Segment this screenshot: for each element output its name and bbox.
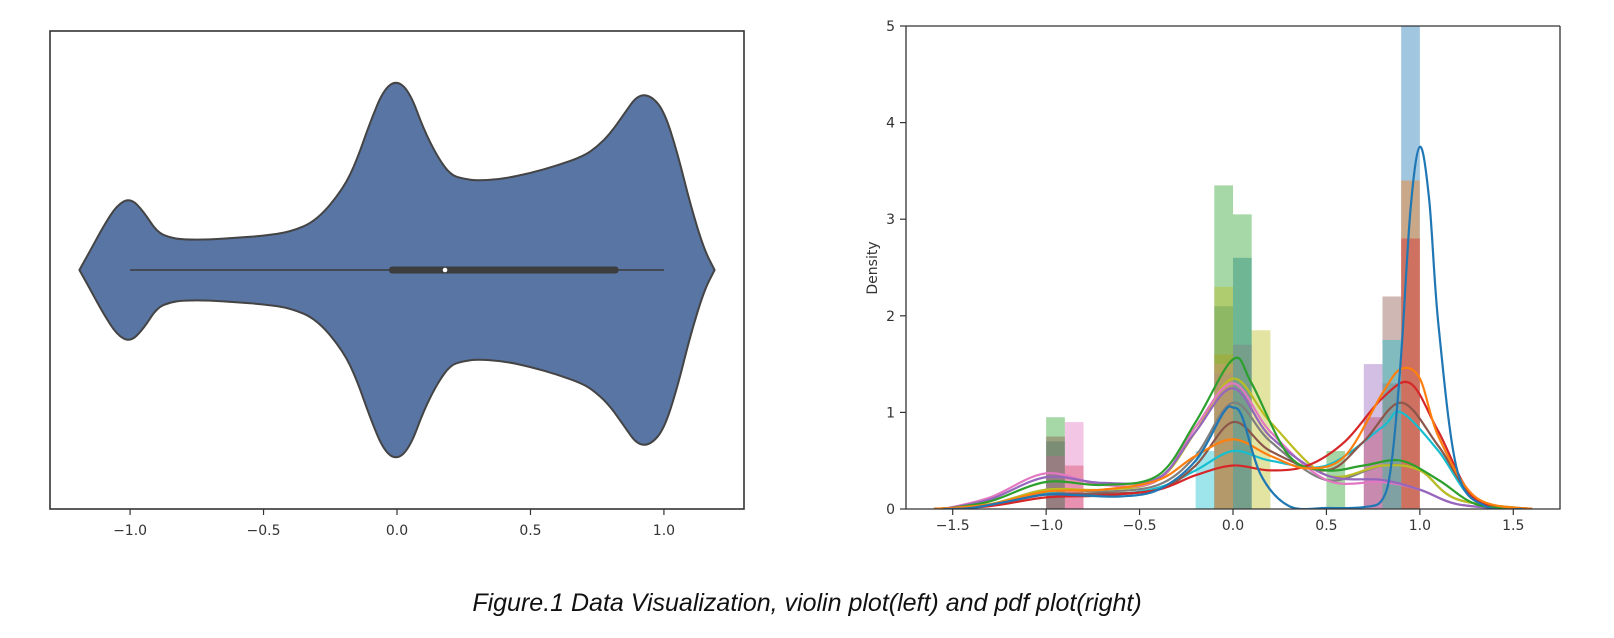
violin-plot: −1.0 −0.5 0.0 0.5 1.0	[49, 30, 745, 539]
density-histograms	[1046, 26, 1420, 509]
histogram-bar	[1214, 364, 1233, 509]
density-y-axis: 0 1 2 3 4 5	[886, 19, 906, 518]
histogram-bar	[1382, 339, 1402, 509]
density-x-tick-label: −1.0	[1029, 518, 1063, 534]
violin-iqr-box	[388, 266, 619, 274]
figure-caption: Figure.1 Data Visualization, violin plot…	[472, 589, 1142, 617]
violin-x-tick-label: 1.0	[653, 523, 675, 539]
density-x-axis: −1.5 −1.0 −0.5 0.0 0.5 1.0 1.5	[936, 509, 1524, 534]
density-x-tick-label: 0.5	[1315, 518, 1337, 534]
histogram-bar	[1046, 417, 1065, 509]
density-y-tick-label: 3	[886, 212, 895, 228]
violin-body	[78, 81, 716, 459]
violin-x-tick-label: 0.0	[386, 523, 408, 539]
density-kde-curves	[933, 145, 1533, 509]
density-x-tick-label: 1.5	[1502, 518, 1524, 534]
density-x-tick-label: 0.0	[1222, 518, 1244, 534]
density-x-tick-label: 1.0	[1409, 518, 1431, 534]
violin-x-tick-label: 0.5	[519, 523, 541, 539]
density-y-tick-label: 4	[886, 116, 895, 132]
kde-curve	[943, 387, 1514, 509]
kde-curve	[933, 366, 1533, 509]
violin-median-dot	[442, 267, 448, 273]
violin-x-tick-label: −0.5	[247, 523, 281, 539]
histogram-bar	[1064, 422, 1084, 509]
histogram-bar	[1233, 344, 1252, 509]
kde-curve	[933, 377, 1533, 509]
histogram-bar	[1401, 238, 1420, 509]
density-y-tick-label: 0	[886, 502, 895, 518]
histogram-bar	[1382, 296, 1402, 509]
histogram-bar	[1214, 306, 1233, 509]
density-y-tick-label: 1	[886, 405, 895, 421]
density-x-tick-label: −0.5	[1123, 518, 1157, 534]
density-x-tick-label: −1.5	[936, 518, 970, 534]
histogram-bar	[1214, 185, 1233, 509]
histogram-bar	[1214, 286, 1233, 509]
violin-x-axis: −1.0 −0.5 0.0 0.5 1.0	[113, 509, 675, 539]
histogram-bar	[1195, 451, 1215, 509]
density-y-tick-label: 5	[886, 19, 895, 35]
kde-curve	[943, 145, 1523, 509]
histogram-bar	[1363, 364, 1383, 509]
density-y-tick-label: 2	[886, 309, 895, 325]
kde-curve	[943, 356, 1523, 509]
violin-x-tick-label: −1.0	[113, 523, 147, 539]
density-y-axis-label: Density	[865, 241, 881, 294]
density-plot: −1.5 −1.0 −0.5 0.0 0.5 1.0 1.5 0 1 2 3 4 5 Density	[865, 19, 1561, 534]
